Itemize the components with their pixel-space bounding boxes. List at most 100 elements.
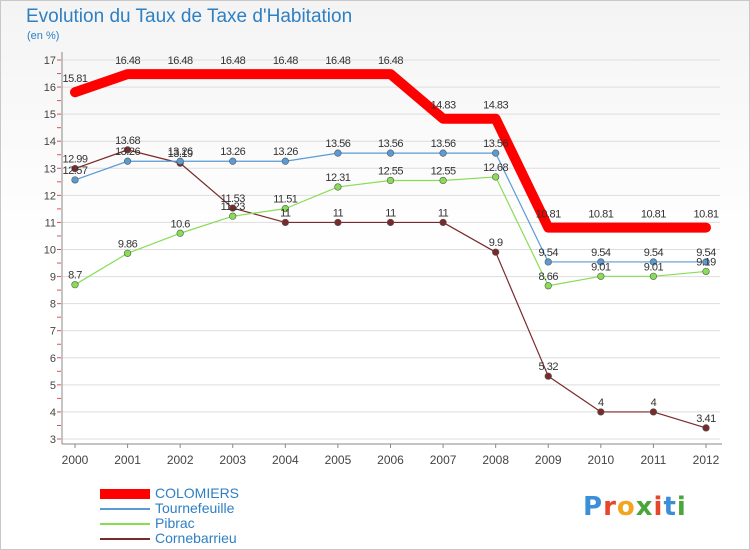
data-label: 13.56 xyxy=(378,138,403,150)
data-point xyxy=(439,218,447,227)
data-point xyxy=(492,173,500,181)
data-label: 16.48 xyxy=(168,55,193,67)
legend-label-pibrac: Pibrac xyxy=(155,515,195,531)
legend: COLOMIERS Tournefeuille Pibrac Cornebarr… xyxy=(100,486,239,546)
proxiti-logo: Proxiti xyxy=(583,492,687,522)
data-label: 9.54 xyxy=(591,247,611,259)
series-line-cornebarrieu xyxy=(74,149,707,429)
x-tick-label: 2005 xyxy=(325,453,352,467)
data-label: 11 xyxy=(385,207,396,219)
data-label: 9.54 xyxy=(644,247,664,259)
data-label: 12.99 xyxy=(62,154,87,166)
data-point xyxy=(334,149,342,157)
data-label: 10.81 xyxy=(588,209,613,221)
legend-item-pibrac: Pibrac xyxy=(100,516,239,531)
data-point xyxy=(597,408,605,416)
data-point xyxy=(386,176,395,185)
data-label: 11 xyxy=(438,207,449,219)
data-label: 11.23 xyxy=(221,201,246,213)
data-point xyxy=(439,176,447,185)
data-point xyxy=(229,204,237,212)
data-label: 13.26 xyxy=(273,146,298,158)
legend-swatch-colomiers xyxy=(100,488,150,499)
data-point xyxy=(176,229,184,237)
y-tick-label: 4 xyxy=(50,407,56,419)
data-point xyxy=(702,424,710,432)
x-tick-label: 2000 xyxy=(62,453,89,467)
data-label: 16.48 xyxy=(220,55,245,67)
x-tick-label: 2001 xyxy=(114,453,141,467)
legend-swatch-tournefeuille xyxy=(100,507,150,510)
data-point xyxy=(71,176,79,184)
y-tick-label: 9 xyxy=(50,272,56,284)
data-label: 12.55 xyxy=(431,165,456,177)
data-label: 13.68 xyxy=(115,135,140,147)
legend-swatch-cornebarrieu xyxy=(100,537,150,540)
data-point xyxy=(544,282,552,290)
data-point xyxy=(281,218,289,227)
data-label: 9.9 xyxy=(489,237,503,249)
legend-label-tournefeuille: Tournefeuille xyxy=(155,500,235,516)
data-point xyxy=(439,149,447,157)
data-label: 13.56 xyxy=(325,138,350,150)
data-point xyxy=(544,372,552,380)
data-label: 16.48 xyxy=(378,55,403,67)
x-tick-label: 2012 xyxy=(693,453,720,467)
data-label: 11 xyxy=(333,207,344,219)
data-point xyxy=(281,157,289,165)
y-tick-label: 17 xyxy=(44,55,56,67)
data-label: 9.54 xyxy=(539,247,559,259)
y-tick-label: 11 xyxy=(45,217,56,229)
legend-item-cornebarrieu: Cornebarrieu xyxy=(100,531,239,546)
x-tick-label: 2006 xyxy=(377,453,404,467)
data-point xyxy=(334,218,342,227)
data-point xyxy=(702,267,710,276)
x-tick-label: 2002 xyxy=(167,453,194,467)
legend-item-tournefeuille: Tournefeuille xyxy=(100,501,239,516)
data-point xyxy=(71,281,79,289)
data-point xyxy=(649,408,658,416)
x-tick-label: 2007 xyxy=(430,453,457,467)
y-tick-label: 12 xyxy=(44,190,56,202)
data-point xyxy=(229,157,237,165)
data-label: 16.48 xyxy=(115,55,140,67)
data-label: 14.83 xyxy=(431,100,456,112)
data-point xyxy=(492,149,500,157)
data-label: 10.81 xyxy=(641,209,666,221)
data-point xyxy=(649,258,658,266)
data-label: 12.57 xyxy=(62,165,87,177)
y-tick-label: 15 xyxy=(44,109,56,121)
x-tick-label: 2003 xyxy=(219,453,246,467)
data-label: 9.54 xyxy=(696,247,716,259)
data-label: 13.56 xyxy=(431,138,456,150)
data-label: 11.53 xyxy=(221,193,246,205)
y-tick-label: 14 xyxy=(44,136,56,148)
data-label: 10.81 xyxy=(536,209,561,221)
data-point xyxy=(123,146,132,154)
x-tick-label: 2008 xyxy=(482,453,509,467)
data-label: 12.55 xyxy=(378,165,403,177)
data-point xyxy=(597,272,605,280)
data-label: 4 xyxy=(598,397,604,409)
legend-label-colomiers: COLOMIERS xyxy=(155,485,240,501)
data-label: 12.31 xyxy=(325,172,350,184)
data-label: 5.32 xyxy=(539,361,559,373)
data-label: 16.48 xyxy=(325,55,350,67)
data-label: 13.56 xyxy=(483,138,508,150)
data-point xyxy=(597,258,605,266)
data-point xyxy=(123,249,132,257)
data-label: 14.83 xyxy=(483,100,508,112)
data-label: 8.7 xyxy=(68,270,82,282)
data-point xyxy=(386,149,395,157)
data-label: 13.26 xyxy=(220,146,245,158)
data-point xyxy=(71,164,79,173)
legend-label-cornebarrieu: Cornebarrieu xyxy=(155,530,237,546)
data-point xyxy=(229,212,237,220)
data-point xyxy=(281,205,289,213)
chart-subtitle: (en %) xyxy=(27,30,60,42)
y-tick-label: 8 xyxy=(50,299,56,311)
data-label: 13.19 xyxy=(168,148,193,160)
data-label: 4 xyxy=(651,397,657,409)
